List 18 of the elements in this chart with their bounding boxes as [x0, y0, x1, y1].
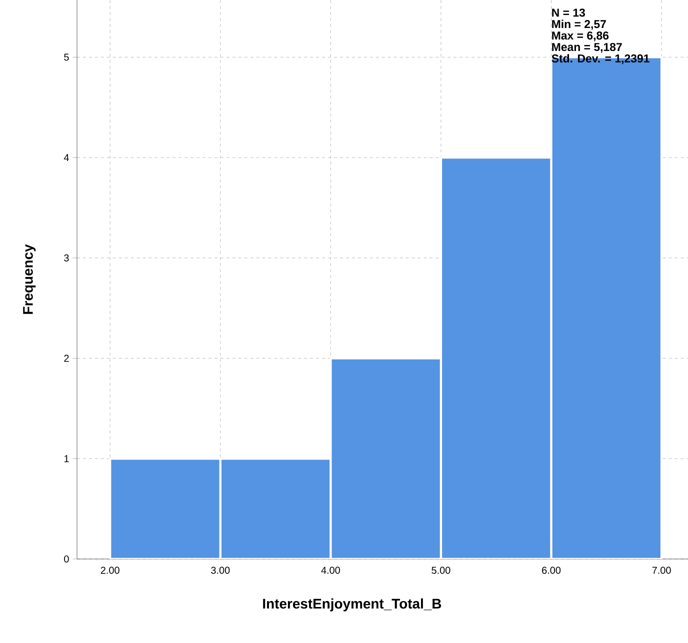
x-tick-label: 4.00 — [321, 566, 340, 574]
y-tick-label: 1 — [64, 455, 69, 462]
y-tick-label: 2 — [64, 354, 69, 362]
y-tick-label: 3 — [64, 254, 69, 262]
y-tick-label: 0 — [64, 555, 69, 563]
annotation: Min = 2,57 — [552, 20, 606, 30]
x-tick-label: 3.00 — [211, 566, 230, 574]
annotation: Max = 6,86 — [552, 31, 609, 42]
y-tick-label: 5 — [64, 54, 69, 61]
annotation: N = 13 — [552, 8, 585, 17]
x-tick-label: 7.00 — [652, 566, 671, 574]
x-tick-label: 6.00 — [542, 566, 561, 574]
annotation: Mean = 5,187 — [552, 42, 622, 53]
y-axis-title: Frequency — [23, 244, 36, 314]
x-tick-label: 5.00 — [432, 566, 450, 574]
x-tick-label: 2.00 — [100, 566, 120, 574]
y-tick-label: 4 — [64, 154, 69, 161]
x-axis-title: InterestEnjoyment_Total_B — [263, 598, 442, 612]
